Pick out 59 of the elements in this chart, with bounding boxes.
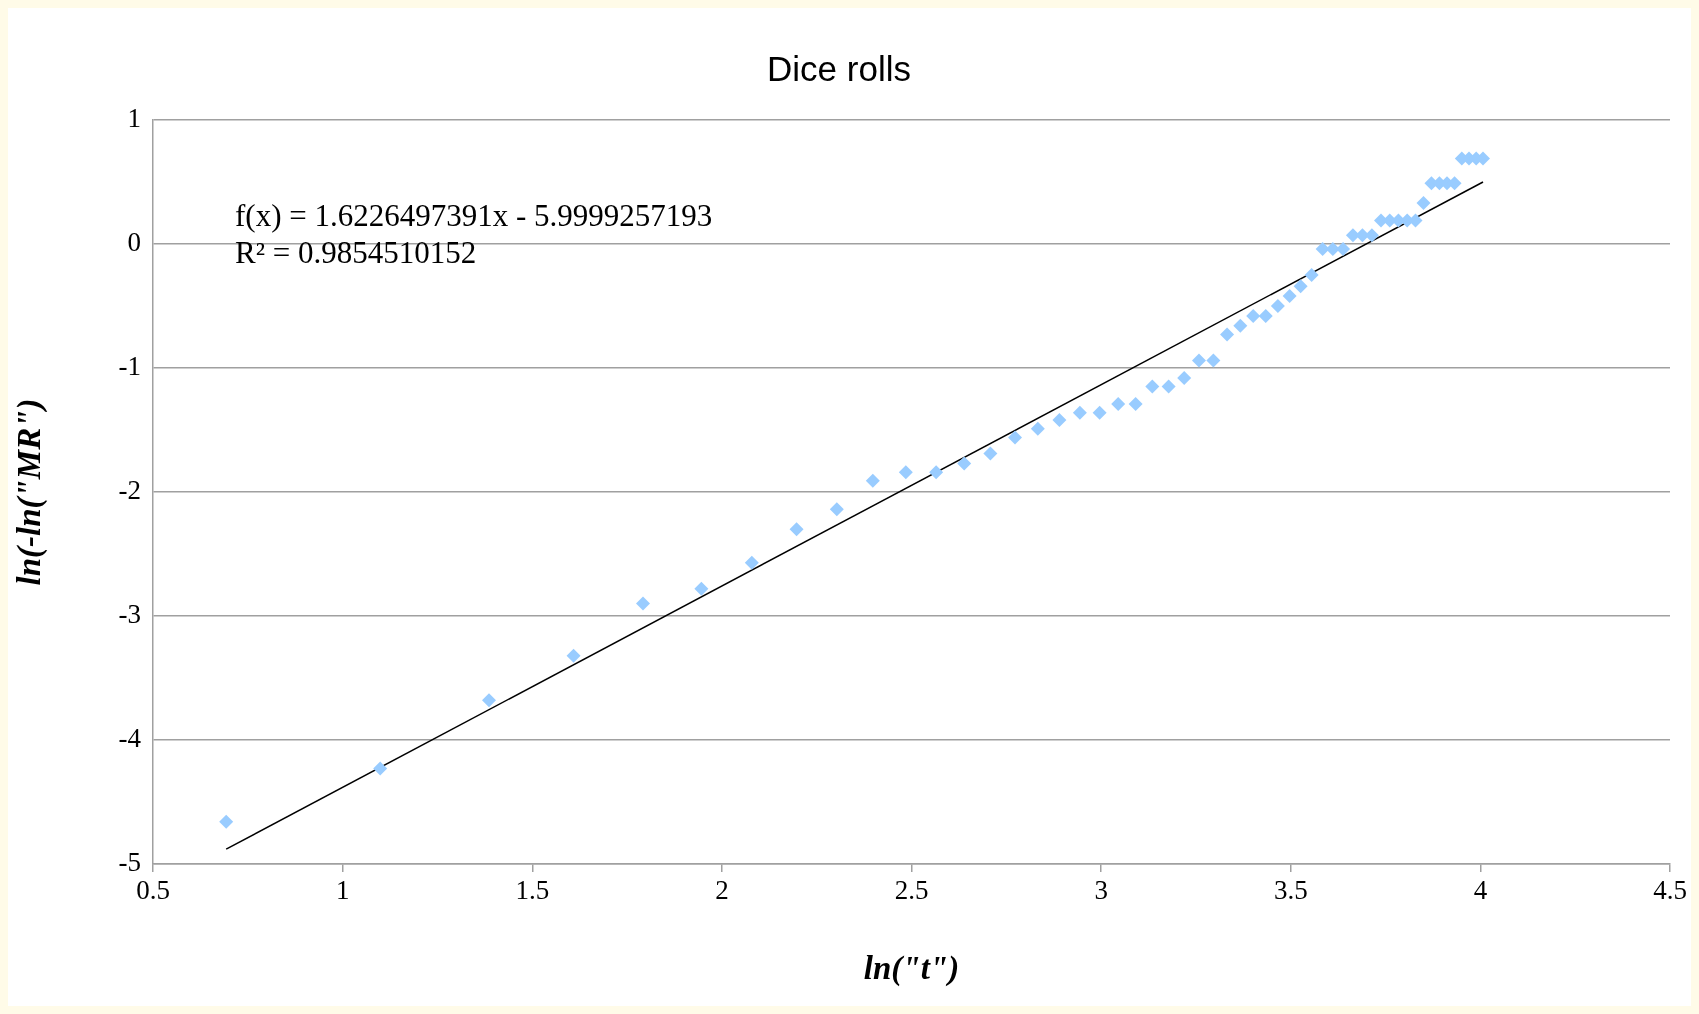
point (1233, 318, 1248, 333)
point (1258, 308, 1273, 323)
y-tick-label: -5 (118, 847, 141, 878)
point (1220, 327, 1235, 342)
point (957, 456, 972, 471)
point (1315, 241, 1330, 256)
point (219, 814, 234, 829)
x-tick-label: 3 (1094, 875, 1108, 906)
point (983, 446, 998, 461)
point (789, 522, 804, 537)
x-tick-label: 1.5 (515, 875, 550, 906)
point (1336, 241, 1351, 256)
point (829, 502, 844, 517)
point (1111, 396, 1126, 411)
point (482, 693, 497, 708)
point (1008, 430, 1023, 445)
x-axis-title: ln("t") (863, 949, 960, 987)
x-tick-label: 4.5 (1653, 875, 1687, 906)
y-tick-label: -3 (118, 599, 141, 630)
x-tick-label: 3.5 (1273, 875, 1308, 906)
point (1206, 353, 1221, 368)
point (1282, 289, 1297, 304)
point (1416, 196, 1431, 211)
point (1293, 279, 1308, 294)
point (1304, 268, 1319, 282)
point (694, 581, 709, 596)
point (865, 473, 880, 488)
x-tick-label: 2 (715, 875, 729, 906)
point (1072, 405, 1087, 420)
point (1145, 379, 1160, 394)
point (898, 465, 913, 480)
x-tick-label: 2.5 (894, 875, 929, 906)
y-tick-label: -2 (118, 475, 141, 506)
y-tick-label: -1 (118, 351, 141, 382)
point (1161, 379, 1176, 394)
point (1246, 308, 1261, 323)
point (1128, 396, 1143, 411)
point (635, 596, 650, 611)
annotation: R² = 0.9854510152 (235, 235, 477, 270)
annotation: f(x) = 1.6226497391x - 5.9999257193 (235, 198, 713, 233)
x-tick-label: 0.5 (136, 875, 170, 906)
point (1052, 413, 1067, 428)
point (373, 761, 388, 776)
y-tick-label: 1 (127, 103, 141, 134)
y-tick-label: 0 (127, 227, 141, 258)
point (1092, 405, 1107, 420)
point (744, 555, 759, 570)
point (1345, 228, 1360, 243)
point (1030, 421, 1045, 436)
point (929, 465, 944, 480)
x-tick-label: 1 (335, 875, 350, 906)
y-tick-label: -4 (118, 723, 142, 754)
point (566, 648, 581, 663)
y-axis-title: ln(-ln("MR") (11, 398, 49, 586)
point (1177, 370, 1192, 385)
x-tick-label: 4 (1473, 875, 1488, 906)
point (1270, 299, 1285, 313)
point (1191, 353, 1206, 368)
chart-title: Dice rolls (767, 48, 911, 88)
